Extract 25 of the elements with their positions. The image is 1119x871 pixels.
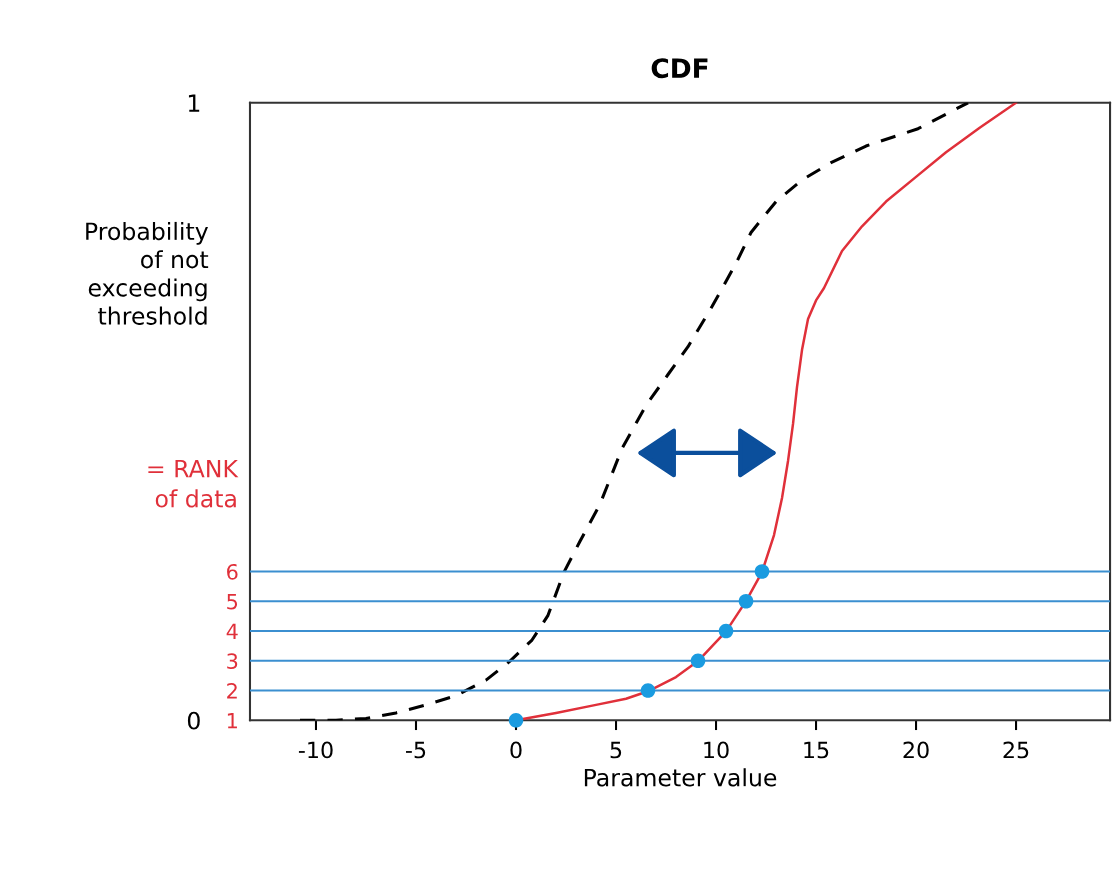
chart-title: CDF [651,58,708,79]
y2-tick-label: 2 [227,683,237,699]
text: = RANK of data [148,459,239,508]
x-tick-label: -5 [406,741,426,759]
point [754,564,770,579]
x-tick-label: 5 [610,741,622,759]
x-tick-label: 0 [510,741,522,759]
y2-tick-label: 1 [227,713,237,729]
point [738,593,754,609]
x-axis-title: Parameter value [584,768,777,787]
y2-tick-label: 5 [227,594,238,610]
x-tick-label: 10 [704,741,729,759]
y2-tick-label: 4 [226,623,238,639]
x-tick-label: 15 [804,741,829,759]
x-tick-label: -10 [298,741,333,759]
point [690,653,706,669]
point [508,713,524,728]
x-tick-label: 20 [903,741,929,759]
point [640,683,656,698]
y2-tick-label: 6 [227,563,238,580]
point [718,623,734,639]
line-series [298,102,970,721]
x-tick-label: 25 [1003,741,1029,759]
y2-tick-label: 3 [227,653,238,670]
y-axis-title: Probability of not exceeding threshold [86,221,209,325]
